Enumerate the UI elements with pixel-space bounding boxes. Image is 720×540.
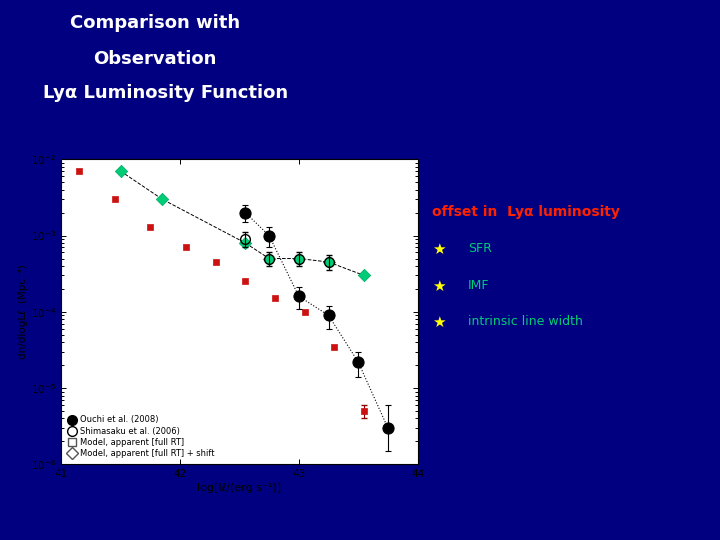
X-axis label: log[lℓ/(erg s⁻¹)]: log[lℓ/(erg s⁻¹)]	[197, 483, 282, 494]
Y-axis label: dn/dlogLℓ  (Mpc⁻³): dn/dlogLℓ (Mpc⁻³)	[18, 265, 28, 359]
Point	[114, 167, 126, 176]
Point	[323, 258, 334, 266]
Text: Comparison with: Comparison with	[70, 14, 240, 31]
Point	[264, 254, 275, 263]
Point	[293, 254, 305, 263]
Point	[180, 243, 192, 252]
Point	[388, 490, 400, 499]
Legend: Ouchi et al. (2008), Shimasaku et al. (2006), Model, apparent [full RT], Model, : Ouchi et al. (2008), Shimasaku et al. (2…	[66, 413, 217, 460]
Point	[359, 271, 370, 280]
Point	[299, 307, 310, 316]
Text: SFR: SFR	[468, 242, 492, 255]
Point	[359, 407, 370, 415]
Text: Lyα Luminosity Function: Lyα Luminosity Function	[43, 84, 288, 102]
Text: ★: ★	[432, 242, 446, 257]
Point	[240, 239, 251, 247]
Text: IMF: IMF	[468, 279, 490, 292]
Text: ★: ★	[432, 279, 446, 294]
Point	[240, 277, 251, 286]
Point	[109, 195, 120, 204]
Point	[328, 342, 340, 351]
Point	[269, 294, 281, 303]
Point	[145, 222, 156, 231]
Point	[156, 195, 168, 204]
Text: ★: ★	[432, 315, 446, 330]
Point	[210, 258, 221, 266]
Point	[73, 167, 85, 176]
Text: offset in  Lyα luminosity: offset in Lyα luminosity	[432, 205, 620, 219]
Text: intrinsic line width: intrinsic line width	[468, 315, 583, 328]
Text: Observation: Observation	[93, 50, 217, 68]
